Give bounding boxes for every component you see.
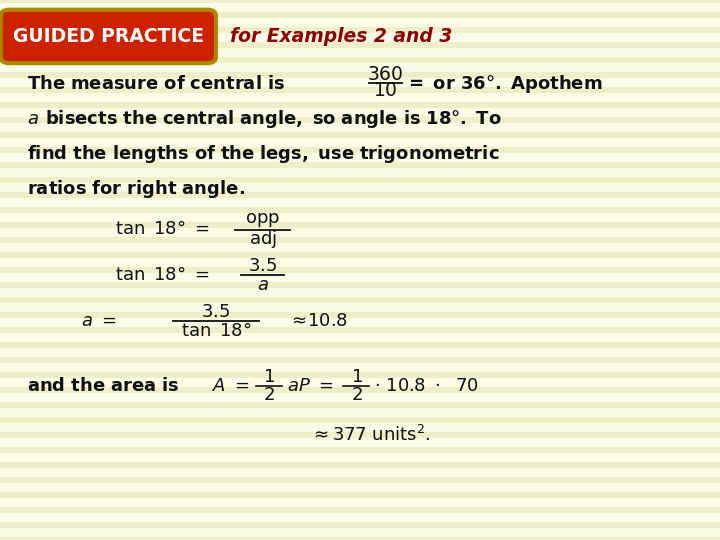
Bar <box>0 522 720 528</box>
Bar <box>0 132 720 138</box>
Text: $\mathit{a}$: $\mathit{a}$ <box>27 110 40 128</box>
Bar <box>0 357 720 363</box>
Text: GUIDED PRACTICE: GUIDED PRACTICE <box>13 27 204 46</box>
Bar <box>0 207 720 213</box>
Text: $\tan\ 18°\ =$: $\tan\ 18°\ =$ <box>115 266 210 285</box>
Text: $\cdot\ \mathit{10.8}\ \cdot\ \ 70$: $\cdot\ \mathit{10.8}\ \cdot\ \ 70$ <box>374 377 480 395</box>
FancyBboxPatch shape <box>1 10 216 63</box>
Bar <box>0 298 720 303</box>
Bar <box>0 87 720 93</box>
Text: $\tan\ 18°\ =$: $\tan\ 18°\ =$ <box>115 220 210 239</box>
Text: $\mathrm{opp}$: $\mathrm{opp}$ <box>246 211 280 230</box>
Text: $2$: $2$ <box>351 386 362 404</box>
Bar <box>0 42 720 48</box>
Bar <box>0 402 720 408</box>
Bar <box>0 372 720 377</box>
Bar <box>0 537 720 540</box>
Bar <box>0 447 720 453</box>
Bar <box>0 163 720 168</box>
Bar <box>0 0 720 3</box>
Text: $\mathbf{bisects\ the\ central\ angle,\ so\ angle\ is\ 18°.\ To}$: $\mathbf{bisects\ the\ central\ angle,\ … <box>45 108 502 130</box>
Bar <box>0 12 720 18</box>
Text: $10$: $10$ <box>373 81 397 100</box>
Bar <box>0 177 720 183</box>
Text: $360$: $360$ <box>367 65 403 84</box>
Bar <box>0 267 720 273</box>
Bar <box>0 417 720 423</box>
Text: $\mathbf{= \ or\ 36°.\ Apothem}$: $\mathbf{= \ or\ 36°.\ Apothem}$ <box>405 73 602 94</box>
Text: $3.5$: $3.5$ <box>248 256 277 275</box>
Bar <box>0 72 720 78</box>
Bar <box>0 492 720 498</box>
Text: $1$: $1$ <box>351 368 362 386</box>
Bar <box>0 477 720 483</box>
Bar <box>0 222 720 228</box>
Text: $\mathbf{and\ the\ area\ is}$: $\mathbf{and\ the\ area\ is}$ <box>27 377 180 395</box>
Bar <box>0 387 720 393</box>
Text: $\mathbf{The\ measure\ of\ central\ is}$: $\mathbf{The\ measure\ of\ central\ is}$ <box>27 75 285 93</box>
Bar <box>0 252 720 258</box>
Bar <box>0 312 720 318</box>
Text: $\tan\ 18°$: $\tan\ 18°$ <box>181 322 251 340</box>
Bar <box>0 117 720 123</box>
Bar <box>0 57 720 63</box>
Bar <box>0 192 720 198</box>
Bar <box>0 28 720 33</box>
Text: $1$: $1$ <box>263 368 274 386</box>
Text: $\approx\!10.8$: $\approx\!10.8$ <box>288 312 348 330</box>
Bar <box>0 147 720 153</box>
Bar <box>0 342 720 348</box>
Text: $\mathit{aP}\ =$: $\mathit{aP}\ =$ <box>287 377 333 395</box>
Bar <box>0 507 720 512</box>
Text: $2$: $2$ <box>263 386 274 404</box>
Bar <box>0 282 720 288</box>
Text: $\mathit{A}\ =$: $\mathit{A}\ =$ <box>212 377 250 395</box>
Text: for Examples 2 and 3: for Examples 2 and 3 <box>230 27 453 46</box>
Bar <box>0 102 720 107</box>
Text: $\mathbf{find\ the\ lengths\ of\ the\ legs,\ use\ trigonometric}$: $\mathbf{find\ the\ lengths\ of\ the\ le… <box>27 143 500 165</box>
Text: $\mathbf{ratios\ for\ right\ angle.}$: $\mathbf{ratios\ for\ right\ angle.}$ <box>27 178 246 200</box>
Text: $\mathit{a}$: $\mathit{a}$ <box>257 276 269 294</box>
Text: $\mathrm{adj}$: $\mathrm{adj}$ <box>249 228 276 249</box>
Text: $\mathit{a}\ =$: $\mathit{a}\ =$ <box>81 312 116 330</box>
Text: $3.5$: $3.5$ <box>202 303 230 321</box>
Bar <box>0 327 720 333</box>
Bar <box>0 462 720 468</box>
Text: $\approx 377\ \mathrm{units}^2.$: $\approx 377\ \mathrm{units}^2.$ <box>310 424 431 445</box>
Bar <box>0 237 720 242</box>
Bar <box>0 433 720 438</box>
